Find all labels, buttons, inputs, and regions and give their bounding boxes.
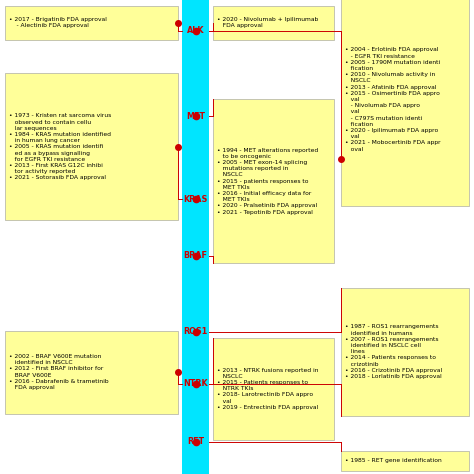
FancyBboxPatch shape bbox=[341, 0, 469, 206]
Text: MET: MET bbox=[186, 112, 205, 120]
Text: ALK: ALK bbox=[187, 27, 204, 35]
Text: • 2004 - Erlotinib FDA approval
   - EGFR TKI resistance
• 2005 - 1790M mutation: • 2004 - Erlotinib FDA approval - EGFR T… bbox=[345, 47, 441, 152]
FancyBboxPatch shape bbox=[182, 0, 209, 474]
Text: • 1987 - ROS1 rearrangements
   identified in humans
• 2007 - ROS1 rearrangement: • 1987 - ROS1 rearrangements identified … bbox=[345, 324, 442, 379]
Text: • 2020 - Nivolumab + Ipilimumab
   FDA approval: • 2020 - Nivolumab + Ipilimumab FDA appr… bbox=[217, 17, 319, 28]
FancyBboxPatch shape bbox=[341, 288, 469, 416]
Text: • 1973 - Kristen rat sarcoma virus
   observed to contain cellu
   lar sequences: • 1973 - Kristen rat sarcoma virus obser… bbox=[9, 113, 111, 181]
Text: • 2017 - Brigatinib FDA approval
    - Alectinib FDA approval: • 2017 - Brigatinib FDA approval - Alect… bbox=[9, 17, 106, 28]
Text: BRAF: BRAF bbox=[183, 252, 208, 260]
Text: • 2002 - BRAF V600E mutation
   identified in NSCLC
• 2012 - First BRAF inhibito: • 2002 - BRAF V600E mutation identified … bbox=[9, 354, 108, 390]
Text: • 1985 - RET gene identification: • 1985 - RET gene identification bbox=[345, 458, 442, 463]
FancyBboxPatch shape bbox=[213, 100, 334, 263]
FancyBboxPatch shape bbox=[5, 331, 178, 413]
Text: • 2013 - NTRK fusions reported in
   NSCLC
• 2015 - Patients responses to
   NTR: • 2013 - NTRK fusions reported in NSCLC … bbox=[217, 367, 319, 410]
Text: NTRK: NTRK bbox=[183, 380, 208, 388]
FancyBboxPatch shape bbox=[213, 6, 334, 40]
Text: RET: RET bbox=[187, 438, 204, 446]
Text: • 1994 - MET alterations reported
   to be oncogenic
• 2005 - MET exon-14 splici: • 1994 - MET alterations reported to be … bbox=[217, 147, 319, 215]
FancyBboxPatch shape bbox=[5, 6, 178, 40]
FancyBboxPatch shape bbox=[213, 338, 334, 440]
Text: ROS1: ROS1 bbox=[183, 328, 208, 336]
FancyBboxPatch shape bbox=[341, 451, 469, 471]
Text: KRAS: KRAS bbox=[183, 195, 208, 203]
FancyBboxPatch shape bbox=[5, 73, 178, 220]
